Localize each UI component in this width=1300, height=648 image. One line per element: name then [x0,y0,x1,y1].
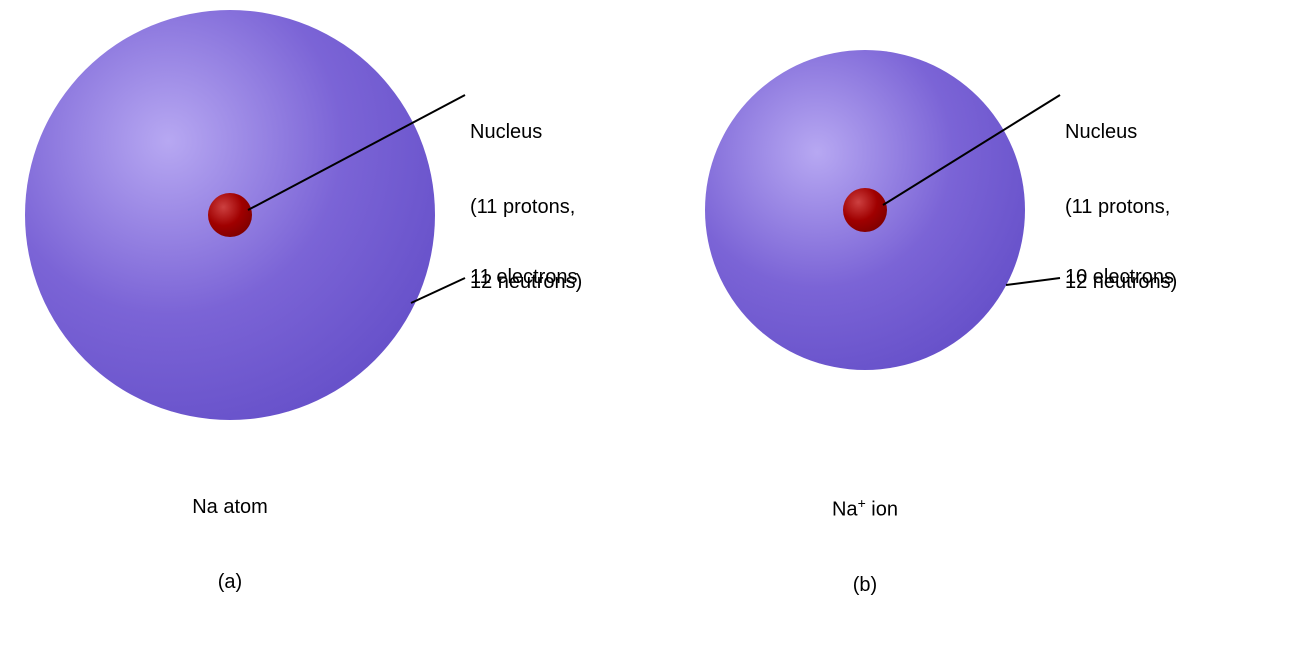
caption-b-letter: (b) [785,573,945,598]
na-atom-nucleus [208,193,252,237]
label-electrons-a: 11 electrons [470,265,577,290]
label-nucleus-b: Nucleus (11 protons, 12 neutrons) [1065,70,1177,345]
caption-a-letter: (a) [150,570,310,595]
label-nucleus-b-line2: (11 protons, [1065,195,1177,220]
caption-a: Na atom (a) [150,445,310,645]
label-nucleus-a-line2: (11 protons, [470,195,582,220]
caption-b: Na+ ion (b) [785,445,945,648]
label-nucleus-a: Nucleus (11 protons, 12 neutrons) [470,70,582,345]
diagram-stage: Nucleus (11 protons, 12 neutrons) 11 ele… [0,0,1300,525]
caption-a-name: Na atom [150,495,310,520]
label-nucleus-b-line1: Nucleus [1065,120,1177,145]
na-ion-nucleus [843,188,887,232]
label-electrons-b: 10 electrons [1065,265,1174,290]
caption-b-name: Na+ ion [785,495,945,523]
label-nucleus-a-line1: Nucleus [470,120,582,145]
